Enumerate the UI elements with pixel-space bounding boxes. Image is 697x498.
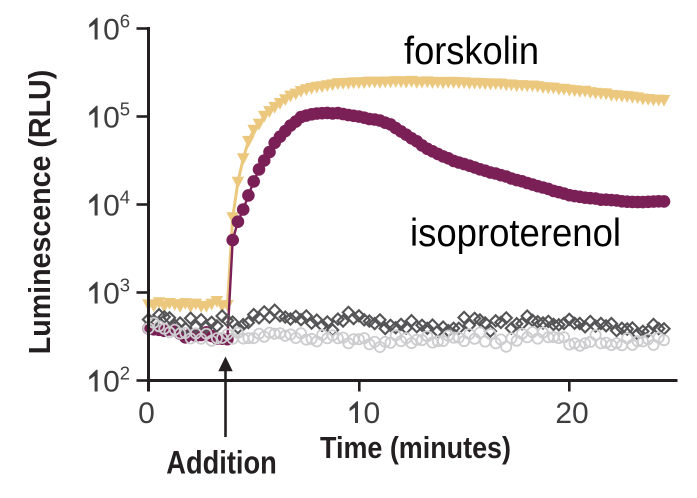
svg-text:forskolin: forskolin <box>404 30 539 73</box>
svg-text:Addition: Addition <box>166 445 276 481</box>
svg-text:isoproterenol: isoproterenol <box>410 212 621 255</box>
svg-text:0: 0 <box>364 397 381 430</box>
svg-text:0: 0 <box>138 397 155 430</box>
svg-text:20: 20 <box>555 397 588 430</box>
svg-text:Luminescence (RLU): Luminescence (RLU) <box>22 70 57 355</box>
svg-text:Time (minutes): Time (minutes) <box>320 430 511 465</box>
